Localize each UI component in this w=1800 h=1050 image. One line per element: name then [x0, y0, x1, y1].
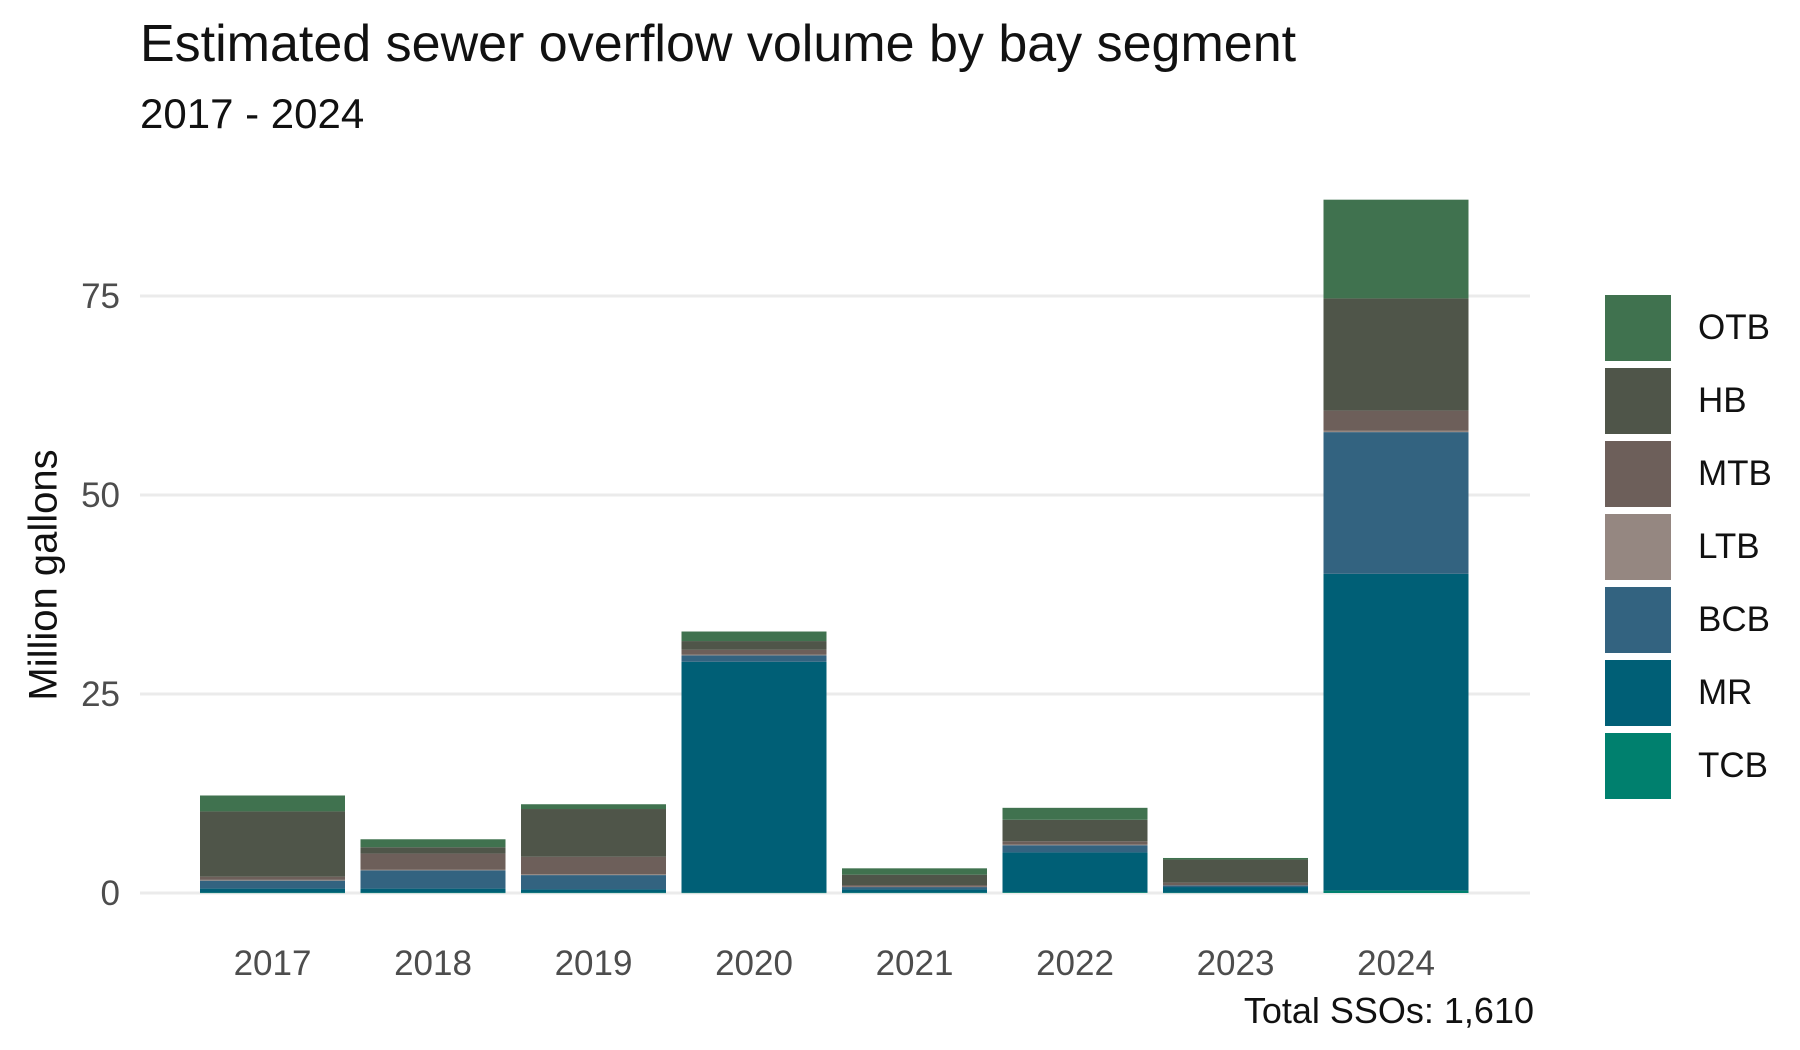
legend-item-bcb: BCB — [1605, 583, 1772, 656]
bar-2023-mtb — [1163, 882, 1308, 886]
legend-key-bcb — [1605, 586, 1671, 653]
bar-2023-hb — [1163, 859, 1308, 883]
bar-2021-bcb — [842, 887, 987, 890]
legend-key-mr — [1605, 659, 1671, 726]
bar-2018-hb — [360, 847, 506, 854]
legend-key-tcb — [1605, 732, 1671, 799]
bar-2024-mr — [1323, 573, 1469, 891]
bar-2021-hb — [842, 874, 987, 886]
y-tick-label-25: 25 — [81, 675, 120, 714]
bar-2021-otb — [842, 868, 987, 875]
bar-2023-ltb — [1163, 885, 1308, 886]
chart-subtitle: 2017 - 2024 — [140, 90, 365, 137]
bar-2018-otb — [360, 839, 506, 848]
bar-2024-mtb — [1323, 410, 1469, 431]
bar-2019-tcb — [521, 892, 666, 894]
legend-item-tcb: TCB — [1605, 729, 1772, 802]
bar-2018-bcb — [360, 870, 506, 889]
legend-item-hb: HB — [1605, 364, 1772, 437]
legend-label-bcb: BCB — [1698, 599, 1770, 639]
bar-2019-ltb — [521, 874, 666, 876]
legend-key-mtb — [1605, 440, 1671, 507]
bar-2022-mtb — [1002, 841, 1148, 845]
bar-2024-otb — [1323, 199, 1469, 299]
bar-2023-tcb — [1163, 892, 1308, 894]
legend-label-ltb: LTB — [1698, 526, 1760, 566]
legend-label-otb: OTB — [1698, 307, 1770, 347]
x-tick-label-2017: 2017 — [234, 944, 312, 983]
bar-2020-hb — [681, 641, 827, 650]
bar-2022-ltb — [1002, 844, 1148, 846]
legend-item-mr: MR — [1605, 656, 1772, 729]
bar-2022-otb — [1002, 807, 1148, 820]
bar-2023-bcb — [1163, 885, 1308, 888]
legend: OTB HB MTB LTB BCB MR TCB — [1605, 291, 1772, 802]
bar-2018-tcb — [360, 892, 506, 894]
bar-2020-tcb — [681, 892, 827, 894]
legend-item-mtb: MTB — [1605, 437, 1772, 510]
x-tick-label-2018: 2018 — [394, 944, 472, 983]
bar-2020-mr — [681, 661, 827, 893]
legend-label-tcb: TCB — [1698, 745, 1768, 785]
bar-2022-tcb — [1002, 892, 1148, 893]
bar-2021-ltb — [842, 886, 987, 888]
legend-label-mtb: MTB — [1698, 453, 1772, 493]
bar-2019-mtb — [521, 856, 666, 875]
bar-2019-bcb — [521, 875, 666, 890]
legend-item-otb: OTB — [1605, 291, 1772, 364]
bar-2022-bcb — [1002, 845, 1148, 853]
bar-2020-bcb — [681, 655, 827, 662]
bar-2020-ltb — [681, 654, 827, 656]
bar-2019-mr — [521, 889, 666, 893]
bar-2023-otb — [1163, 857, 1308, 860]
bar-2017-ltb — [200, 879, 345, 881]
bar-2022-hb — [1002, 819, 1148, 842]
bar-2020-mtb — [681, 649, 827, 655]
x-tick-label-2023: 2023 — [1197, 944, 1275, 983]
bar-2019-otb — [521, 804, 666, 810]
bar-2017-bcb — [200, 880, 345, 889]
bar-2024-ltb — [1323, 430, 1469, 433]
x-tick-label-2021: 2021 — [876, 944, 954, 983]
bar-2024-bcb — [1323, 432, 1469, 574]
bar-2018-mtb — [360, 853, 506, 870]
y-tick-label-0: 0 — [101, 874, 120, 913]
bar-2021-mr — [842, 889, 987, 893]
bar-2017-mtb — [200, 876, 345, 880]
x-tick-label-2024: 2024 — [1357, 944, 1435, 983]
bar-2017-hb — [200, 811, 345, 877]
legend-key-hb — [1605, 367, 1671, 434]
bar-2017-otb — [200, 795, 345, 812]
bar-2018-mr — [360, 888, 506, 893]
legend-key-otb — [1605, 294, 1671, 361]
legend-key-ltb — [1605, 513, 1671, 580]
y-tick-label-75: 75 — [81, 277, 120, 316]
bar-2021-mtb — [842, 885, 987, 887]
x-tick-label-2022: 2022 — [1036, 944, 1114, 983]
bar-2019-hb — [521, 809, 666, 857]
bar-2024-hb — [1323, 298, 1469, 411]
legend-label-mr: MR — [1698, 672, 1753, 712]
bar-2022-mr — [1002, 852, 1148, 893]
bar-2024-tcb — [1323, 890, 1469, 893]
bar-2021-tcb — [842, 892, 987, 894]
chart-title: Estimated sewer overflow volume by bay s… — [140, 15, 1297, 73]
bar-2017-mr — [200, 888, 345, 893]
bar-2023-mr — [1163, 887, 1308, 893]
bar-2017-tcb — [200, 892, 345, 894]
y-tick-label-50: 50 — [81, 476, 120, 515]
x-tick-label-2019: 2019 — [555, 944, 633, 983]
legend-item-ltb: LTB — [1605, 510, 1772, 583]
bar-2018-ltb — [360, 869, 506, 871]
bar-2020-otb — [681, 631, 827, 642]
chart-caption: Total SSOs: 1,610 — [1243, 990, 1534, 1031]
legend-label-hb: HB — [1698, 380, 1747, 420]
x-tick-label-2020: 2020 — [715, 944, 793, 983]
